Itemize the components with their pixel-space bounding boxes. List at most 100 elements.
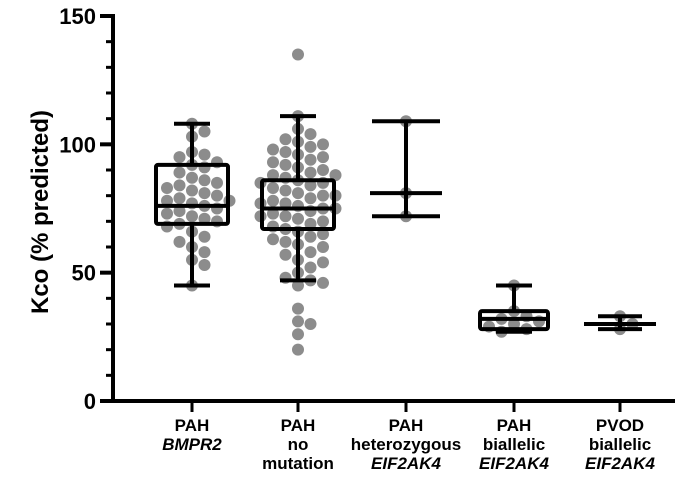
data-point <box>508 318 520 330</box>
data-point <box>198 212 211 225</box>
x-tick-label-line: PAH <box>497 416 532 435</box>
data-point <box>292 302 304 315</box>
x-tick-label-line: PAH <box>281 416 316 435</box>
group-4 <box>478 279 550 338</box>
data-point <box>211 189 223 202</box>
y-tick-label: 0 <box>84 389 96 414</box>
data-point <box>317 228 329 241</box>
y-tick-label: 150 <box>59 4 96 29</box>
data-point <box>292 279 304 292</box>
y-tick-label: 100 <box>59 132 96 157</box>
x-tick-label-line: mutation <box>262 454 334 473</box>
x-tick-label-line: PAH <box>175 416 210 435</box>
data-point <box>267 156 279 169</box>
data-point <box>161 181 173 194</box>
x-tick-label: PAH BMPR2 <box>162 416 222 454</box>
data-point <box>267 143 279 156</box>
data-point <box>186 171 198 184</box>
data-point <box>173 151 186 164</box>
data-point <box>186 210 198 223</box>
x-tick-label-line: BMPR2 <box>162 435 222 454</box>
group-3 <box>370 115 442 223</box>
x-tick-label-line: EIF2AK4 <box>585 454 655 473</box>
data-point <box>198 148 211 161</box>
data-point <box>173 205 186 218</box>
data-point <box>173 235 186 248</box>
data-point <box>267 194 279 207</box>
data-point <box>279 197 292 210</box>
data-point <box>304 153 317 166</box>
x-tick-label-line: EIF2AK4 <box>371 454 441 473</box>
data-point <box>173 166 186 179</box>
x-tick-label: PVOD biallelic EIF2AK4 <box>585 416 655 473</box>
group-1 <box>154 117 236 292</box>
data-point <box>329 169 342 182</box>
x-tick-label-line: PVOD <box>596 416 644 435</box>
data-point <box>317 215 329 228</box>
data-point <box>279 184 292 197</box>
data-point <box>304 318 317 330</box>
data-point <box>304 192 317 205</box>
data-point <box>317 138 329 151</box>
data-point <box>267 233 279 246</box>
data-point <box>279 248 292 261</box>
group-2 <box>254 48 342 356</box>
data-point <box>317 256 329 269</box>
data-point <box>304 246 317 259</box>
data-point <box>267 207 279 220</box>
data-point <box>292 315 304 328</box>
box <box>154 162 230 226</box>
data-point <box>161 194 173 207</box>
data-point <box>198 230 211 243</box>
data-point <box>198 246 211 259</box>
x-tick-label: PAH biallelic EIF2AK4 <box>479 416 549 473</box>
data-point <box>317 189 329 202</box>
data-point <box>304 128 317 141</box>
data-point <box>161 207 173 220</box>
data-point <box>317 276 329 289</box>
data-point <box>292 343 304 356</box>
data-point <box>304 261 317 274</box>
x-tick-label-line: EIF2AK4 <box>479 454 549 473</box>
plot-area <box>154 48 656 356</box>
data-point <box>173 179 186 192</box>
data-point <box>317 151 329 164</box>
data-point <box>211 176 223 189</box>
data-point <box>292 187 304 200</box>
data-point <box>198 125 211 138</box>
data-point <box>304 166 317 179</box>
data-point <box>186 184 198 197</box>
data-point <box>304 140 317 153</box>
data-point <box>317 241 329 253</box>
data-point <box>279 158 292 171</box>
data-point <box>279 210 292 223</box>
x-tick-label-line: biallelic <box>483 435 545 454</box>
x-tick-label-line: no <box>288 435 309 454</box>
data-point <box>292 328 304 341</box>
data-point <box>317 164 329 176</box>
data-point <box>267 169 279 182</box>
x-tick-label-line: PAH <box>389 416 424 435</box>
x-tick-label: PAH heterozygous EIF2AK4 <box>351 416 462 473</box>
x-tick-label-line: heterozygous <box>351 435 462 454</box>
data-point <box>279 146 292 159</box>
data-point <box>198 258 211 271</box>
data-point <box>304 217 317 230</box>
data-point <box>173 192 186 205</box>
x-tick-label-line: biallelic <box>589 435 651 454</box>
data-point <box>292 212 304 225</box>
y-axis: 0 50 100 150 <box>59 4 115 414</box>
data-point <box>304 179 317 192</box>
y-axis-label: Kco (% predicted) <box>27 110 54 314</box>
data-point <box>198 174 211 187</box>
data-point <box>279 235 292 248</box>
data-point <box>292 48 304 61</box>
group-5 <box>584 310 656 336</box>
x-tick-label: PAH no mutation <box>262 416 334 473</box>
data-point <box>304 230 317 243</box>
box <box>260 178 336 232</box>
y-tick-label: 50 <box>72 261 96 286</box>
data-point <box>279 133 292 146</box>
